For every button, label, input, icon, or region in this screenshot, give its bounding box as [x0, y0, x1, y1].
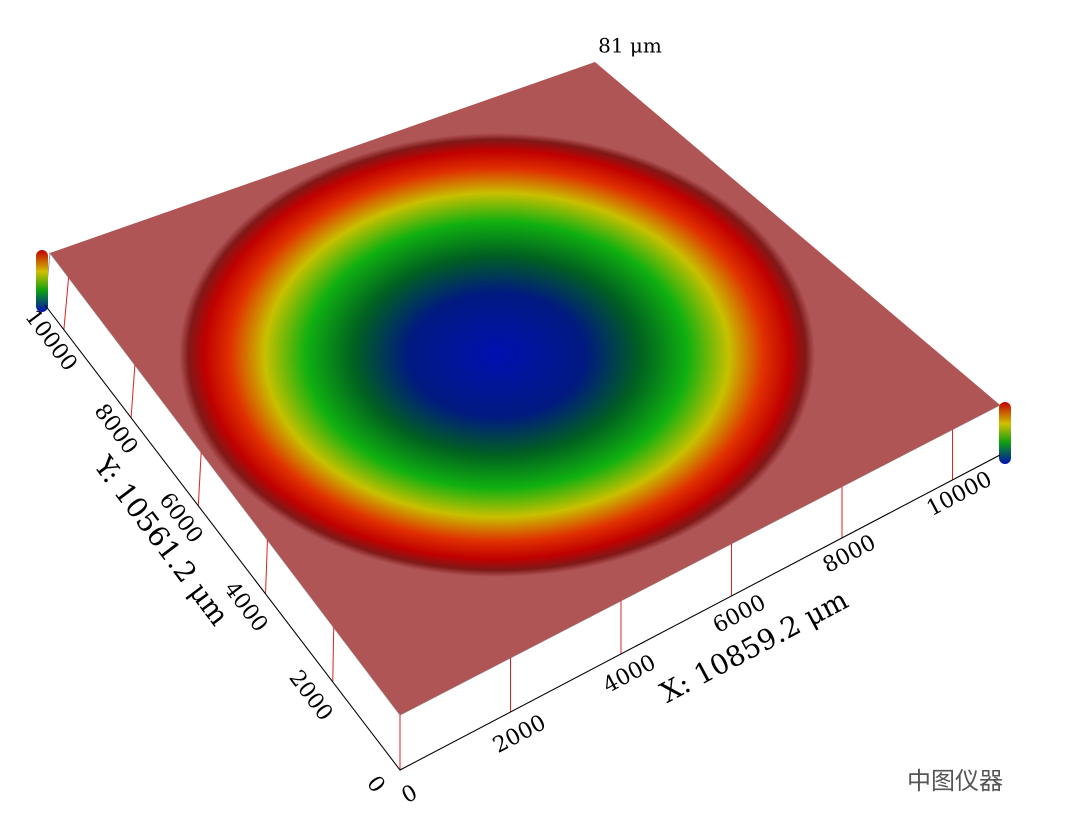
- grid-line: [332, 627, 335, 682]
- x-tick-label: 0: [398, 780, 422, 809]
- y-axis-line: [44, 304, 401, 771]
- surface-bowl: [179, 133, 815, 577]
- z-label: 81 μm: [598, 34, 662, 58]
- grid-line: [197, 452, 202, 506]
- z-bar: [999, 402, 1011, 464]
- grid-line: [63, 277, 70, 330]
- x-axis-line: [399, 454, 1001, 771]
- z-bar: [36, 250, 48, 312]
- grid-line: [265, 540, 268, 594]
- y-tick-label: 0: [361, 772, 389, 798]
- grid-line: [130, 365, 136, 418]
- watermark: 中图仪器: [907, 767, 1003, 795]
